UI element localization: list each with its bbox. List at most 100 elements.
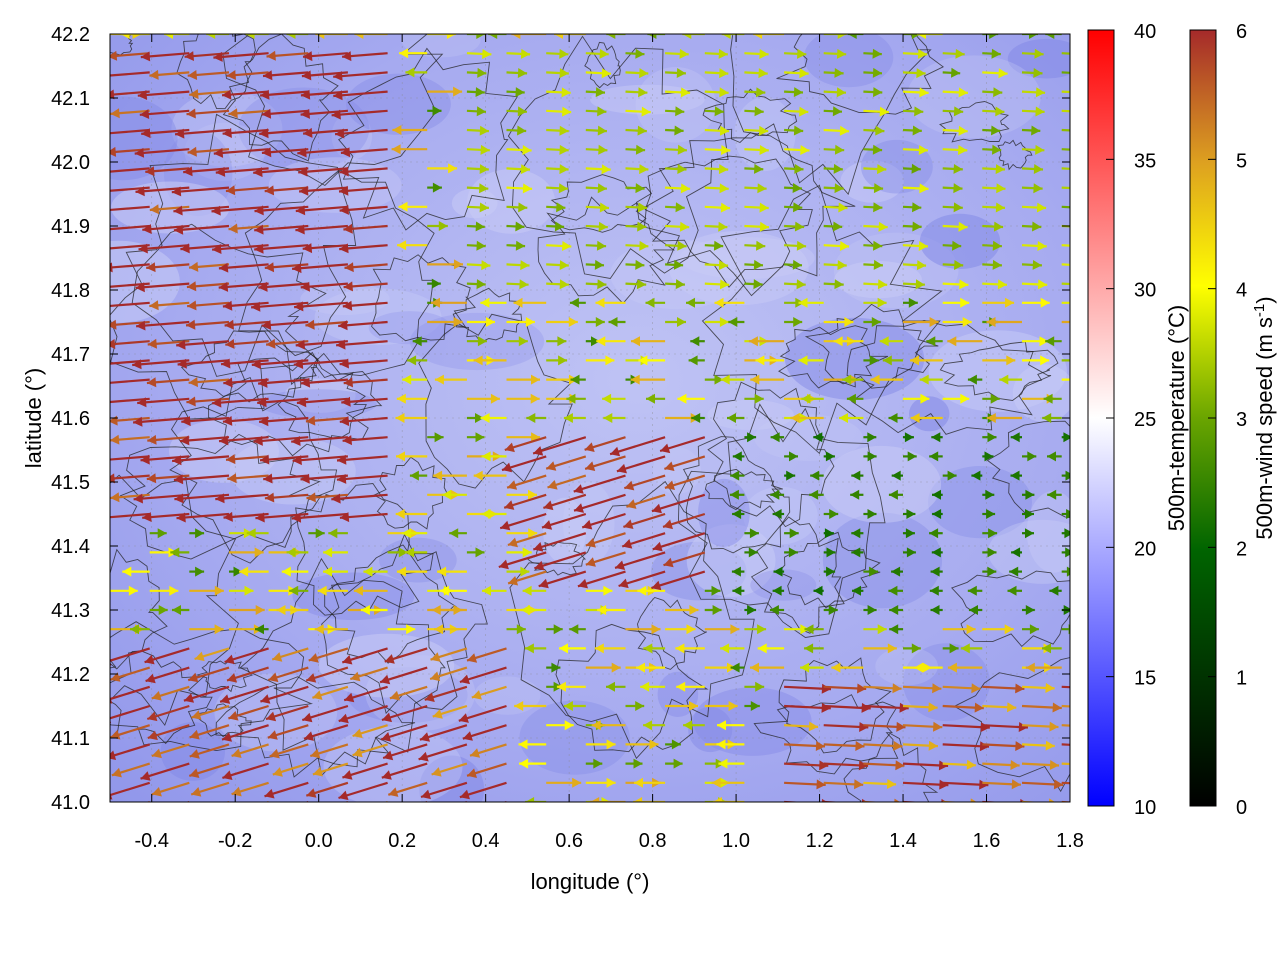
wind-arrow-head [677, 317, 686, 327]
contour-line [750, 516, 845, 634]
wind-arrow-head [253, 167, 263, 178]
wind-arrow-head [721, 145, 731, 155]
wind-arrow-head [932, 489, 941, 500]
wind-arrow-head [690, 336, 700, 347]
wind-arrow-head [228, 108, 238, 119]
wind-arrow-head [122, 566, 132, 577]
wind-arrow-shaft [651, 570, 706, 590]
wind-arrow-head [869, 355, 879, 366]
wind-arrow-head [164, 34, 173, 39]
wind-arrow-head [599, 202, 609, 213]
wind-arrow-shaft [573, 474, 626, 493]
wind-arrow-head [839, 125, 850, 136]
temperature-patch [707, 399, 794, 430]
wind-arrow-head [175, 128, 185, 139]
wind-arrow-shaft [292, 263, 348, 270]
wind-arrow-shaft [145, 800, 150, 802]
wind-arrow-head [476, 279, 486, 290]
wind-arrow-shaft [212, 244, 269, 251]
wind-arrow-head [259, 128, 269, 139]
wind-arrow-head [673, 259, 684, 270]
wind-arrow-head [91, 567, 100, 577]
wind-arrow-head [222, 89, 232, 100]
wind-arrow-head [887, 643, 897, 654]
x-tick-label: 0.6 [555, 830, 583, 852]
wind-arrow-head [947, 470, 957, 481]
wind-arrow-head [559, 68, 569, 79]
wind-arrow-head [757, 183, 767, 194]
wind-arrow-head [635, 144, 646, 155]
wind-arrow-head [56, 109, 65, 119]
wind-arrow-head [341, 396, 351, 407]
wind-arrow-head [886, 779, 897, 789]
wind-arrow-head [304, 731, 314, 741]
wind-arrow-head [995, 164, 1005, 175]
wind-arrow-head [855, 741, 865, 751]
wind-arrow-shaft [254, 224, 309, 232]
wind-arrow-head [947, 336, 957, 347]
wind-arrow-head [929, 317, 939, 327]
wind-arrow-head [245, 34, 255, 39]
wind-arrow-head [100, 71, 109, 81]
wind-arrow-shaft [251, 301, 309, 309]
wind-arrow-head [1010, 760, 1020, 770]
x-tick-label: -0.2 [218, 830, 252, 852]
wind-arrow-head [206, 34, 216, 39]
wind-arrow-head [816, 779, 826, 790]
temperature-patch [875, 647, 938, 686]
wind-arrow-head [597, 106, 607, 117]
wind-arrow-head [718, 221, 728, 232]
wind-arrow-head [531, 374, 540, 385]
wind-arrow-head [331, 493, 341, 504]
wind-arrow-head [134, 147, 145, 158]
wind-arrow-head [170, 547, 180, 558]
wind-arrow-head [680, 87, 691, 98]
wind-arrow-shaft [110, 301, 150, 308]
y-tick-label: 42.2 [51, 24, 90, 46]
wind-arrow-head [438, 221, 448, 231]
contour-line [509, 480, 755, 760]
wind-arrow-head [712, 605, 722, 615]
wind-arrow-head [95, 528, 104, 538]
wind-arrow-head [603, 585, 613, 596]
wind-arrow-head [264, 492, 275, 503]
wind-arrow-head [513, 297, 523, 308]
wind-arrow-head [502, 462, 513, 473]
wind-arrow-head [728, 317, 738, 327]
wind-arrow-head [639, 68, 649, 79]
wind-arrow-head [838, 202, 848, 213]
wind-arrow-head [110, 339, 116, 349]
temperature-patch [519, 700, 630, 775]
wind-colorbar-tick-label: 4 [1236, 280, 1247, 302]
wind-arrow-head [406, 624, 416, 635]
wind-arrow-head [639, 240, 649, 251]
wind-arrow-head [1049, 760, 1059, 770]
contour-line [507, 35, 729, 279]
wind-arrow-shaft [1061, 71, 1070, 74]
wind-arrow-head [953, 183, 963, 194]
wind-arrow-head [308, 653, 319, 663]
wind-arrow-head [388, 787, 399, 797]
wind-arrow-head [1025, 489, 1035, 500]
wind-arrow-head [312, 767, 323, 777]
wind-arrow-head [306, 673, 317, 683]
wind-arrow-head [753, 279, 763, 290]
wind-arrow-head [228, 711, 239, 721]
wind-arrow-head [135, 282, 145, 293]
wind-arrow-head [719, 183, 729, 194]
wind-arrow-head [960, 297, 970, 308]
wind-arrow-head [663, 519, 673, 530]
wind-arrow-head [585, 557, 596, 567]
wind-arrow-head [748, 336, 758, 347]
wind-arrow-head [872, 48, 882, 59]
contour-line [537, 196, 676, 305]
wind-arrow-head [757, 624, 767, 635]
wind-arrow-head [186, 281, 197, 292]
wind-arrow-head [559, 643, 568, 654]
wind-arrow-head [260, 454, 270, 465]
wind-arrow-head [1032, 221, 1042, 232]
wind-arrow-head [337, 454, 347, 465]
contour-line [986, 420, 1070, 519]
wind-arrow-head [646, 393, 655, 404]
wind-arrow-head [99, 167, 108, 177]
